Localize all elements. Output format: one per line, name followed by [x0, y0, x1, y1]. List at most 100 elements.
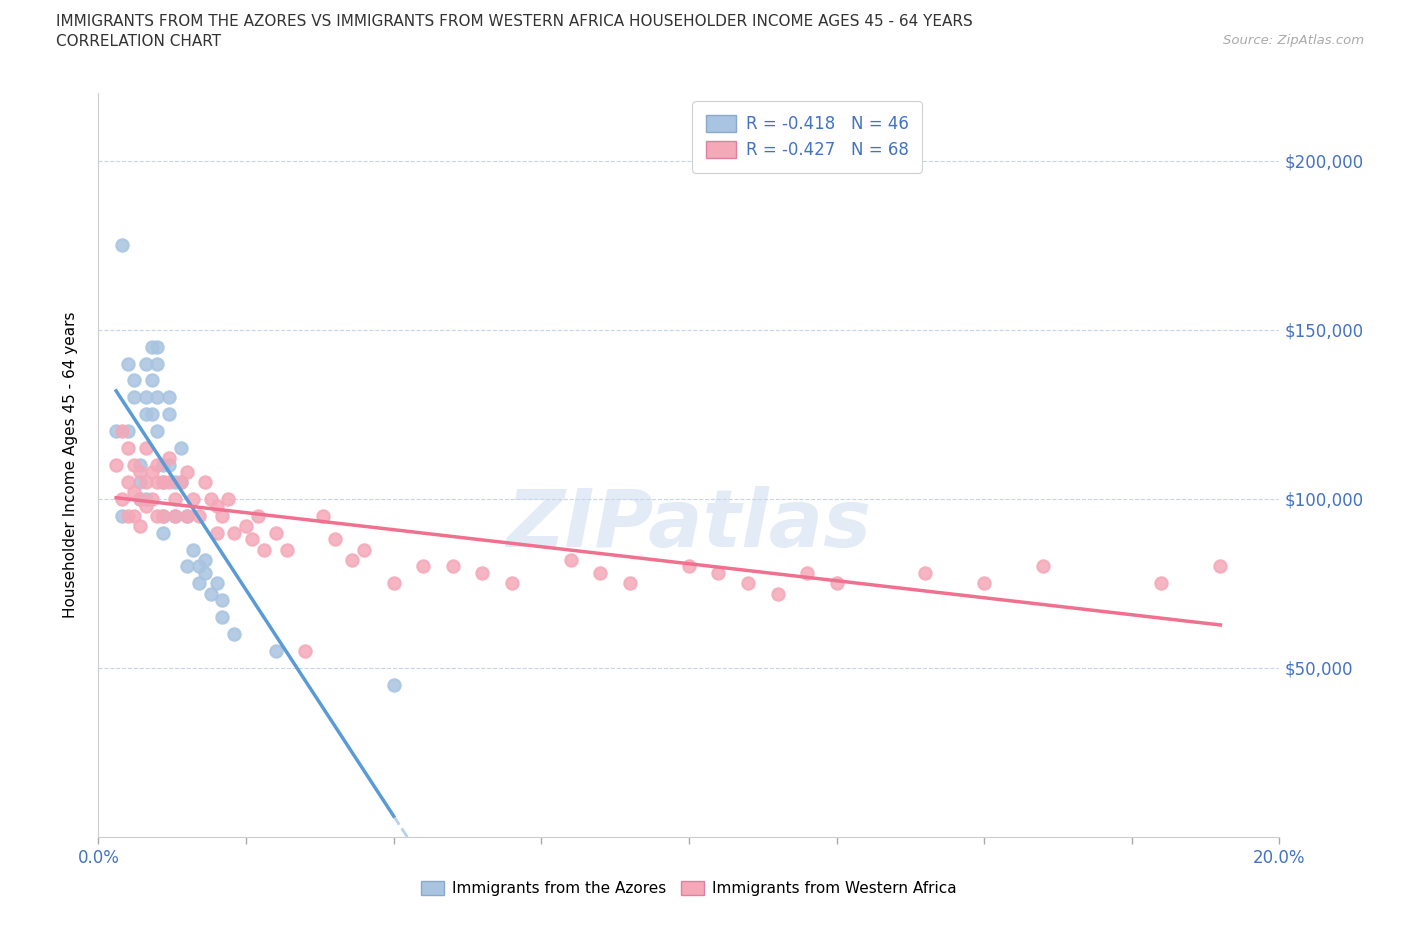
Point: [165, 509, 187, 524]
Point: [240, 532, 263, 547]
Point: [973, 576, 995, 591]
Point: [181, 491, 204, 506]
Point: [294, 644, 316, 658]
Point: [187, 509, 209, 524]
Point: [122, 509, 145, 524]
Point: [117, 474, 139, 489]
Point: [117, 441, 139, 456]
Point: [105, 458, 128, 472]
Point: [353, 542, 375, 557]
Point: [122, 390, 145, 405]
Point: [122, 373, 145, 388]
Point: [135, 498, 157, 513]
Point: [152, 474, 174, 489]
Point: [170, 474, 193, 489]
Point: [471, 565, 494, 580]
Point: [170, 441, 193, 456]
Point: [211, 509, 233, 524]
Point: [128, 474, 150, 489]
Point: [382, 677, 405, 692]
Point: [152, 525, 174, 540]
Point: [128, 491, 150, 506]
Point: [589, 565, 612, 580]
Point: [914, 565, 936, 580]
Point: [176, 464, 198, 479]
Point: [122, 458, 145, 472]
Point: [1150, 576, 1173, 591]
Y-axis label: Householder Income Ages 45 - 64 years: Householder Income Ages 45 - 64 years: [63, 312, 77, 618]
Point: [152, 474, 174, 489]
Point: [157, 474, 180, 489]
Point: [217, 491, 239, 506]
Point: [181, 542, 204, 557]
Point: [707, 565, 730, 580]
Point: [111, 238, 134, 253]
Point: [157, 390, 180, 405]
Point: [146, 509, 169, 524]
Point: [117, 356, 139, 371]
Point: [205, 525, 228, 540]
Point: [224, 525, 246, 540]
Point: [825, 576, 848, 591]
Point: [264, 644, 287, 658]
Point: [165, 509, 187, 524]
Point: [194, 474, 217, 489]
Point: [157, 458, 180, 472]
Point: [224, 627, 246, 642]
Point: [141, 464, 163, 479]
Point: [146, 474, 169, 489]
Point: [135, 474, 157, 489]
Point: [382, 576, 405, 591]
Point: [560, 552, 582, 567]
Point: [135, 390, 157, 405]
Point: [205, 498, 228, 513]
Point: [135, 491, 157, 506]
Point: [246, 509, 269, 524]
Point: [678, 559, 700, 574]
Point: [165, 491, 187, 506]
Point: [146, 339, 169, 354]
Point: [796, 565, 818, 580]
Point: [128, 464, 150, 479]
Point: [187, 576, 209, 591]
Point: [264, 525, 287, 540]
Point: [141, 373, 163, 388]
Point: [141, 491, 163, 506]
Point: [170, 474, 193, 489]
Point: [117, 424, 139, 439]
Point: [200, 491, 222, 506]
Point: [152, 509, 174, 524]
Point: [276, 542, 298, 557]
Point: [176, 509, 198, 524]
Point: [165, 474, 187, 489]
Point: [342, 552, 364, 567]
Point: [135, 441, 157, 456]
Point: [194, 552, 217, 567]
Text: ZIPatlas: ZIPatlas: [506, 485, 872, 564]
Point: [146, 458, 169, 472]
Point: [105, 424, 128, 439]
Point: [146, 356, 169, 371]
Point: [194, 565, 217, 580]
Point: [122, 485, 145, 499]
Point: [200, 586, 222, 601]
Point: [117, 509, 139, 524]
Point: [111, 424, 134, 439]
Point: [211, 592, 233, 607]
Point: [141, 339, 163, 354]
Point: [441, 559, 464, 574]
Point: [152, 509, 174, 524]
Text: CORRELATION CHART: CORRELATION CHART: [56, 34, 221, 49]
Point: [312, 509, 335, 524]
Point: [1209, 559, 1232, 574]
Point: [128, 518, 150, 533]
Point: [176, 559, 198, 574]
Point: [146, 390, 169, 405]
Point: [235, 518, 257, 533]
Point: [1032, 559, 1054, 574]
Point: [176, 509, 198, 524]
Point: [157, 451, 180, 466]
Point: [501, 576, 523, 591]
Point: [111, 491, 134, 506]
Point: [187, 559, 209, 574]
